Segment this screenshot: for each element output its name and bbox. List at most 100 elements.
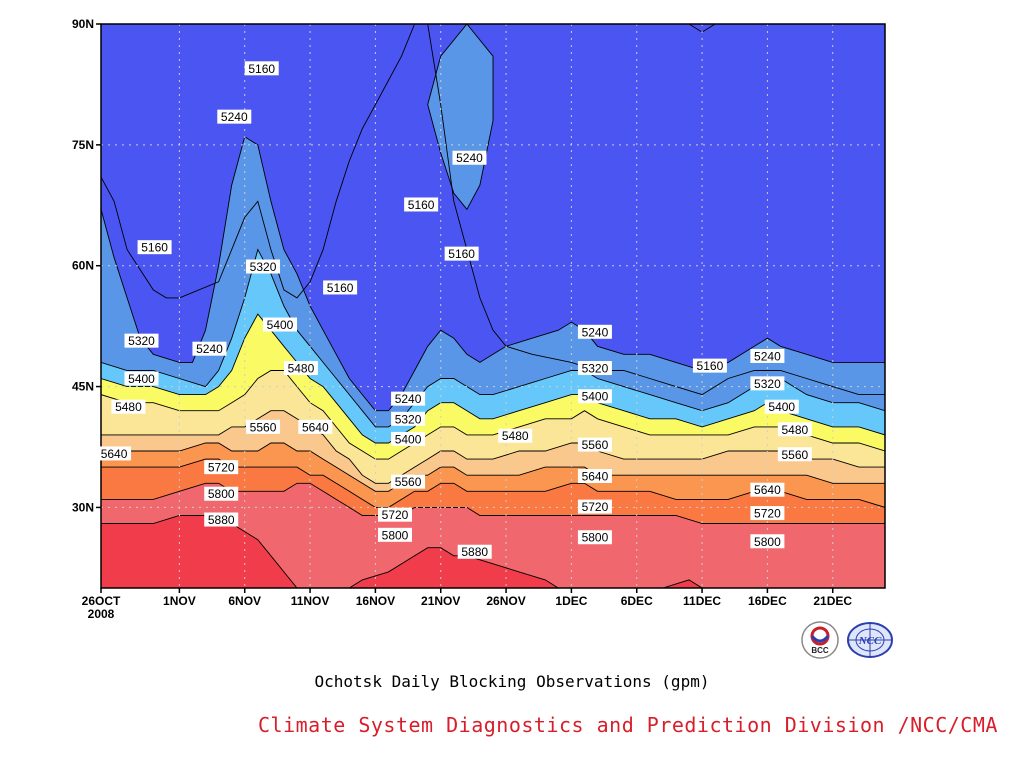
contour-label-text: 5880 xyxy=(208,513,235,527)
contour-label: 5480 xyxy=(498,428,533,443)
contour-label-box xyxy=(750,348,785,363)
x-tick-label: 6DEC xyxy=(621,594,653,608)
ncc-logo-icon: NCC xyxy=(846,620,894,660)
contour-label-text: 5560 xyxy=(250,420,277,434)
x-tick-label: 26OCT xyxy=(82,594,121,608)
x-tick-sublabel: 2008 xyxy=(88,607,115,621)
x-tick-label: 1NOV xyxy=(163,594,196,608)
contour-label: 5480 xyxy=(111,399,146,414)
contour-label-text: 5240 xyxy=(754,349,781,363)
contour-label-text: 5160 xyxy=(448,247,475,261)
contour-label-box xyxy=(111,399,146,414)
contour-label-text: 5320 xyxy=(128,334,155,348)
contour-label-box xyxy=(577,469,612,484)
contour-label: 5560 xyxy=(391,474,426,489)
contour-label-text: 5320 xyxy=(754,377,781,391)
y-tick-label: 45N xyxy=(72,380,94,394)
x-tick-label: 16DEC xyxy=(748,594,787,608)
contour-label-text: 5320 xyxy=(582,362,609,376)
contour-label-box xyxy=(217,109,252,124)
contour-label-box xyxy=(391,431,426,446)
contour-label-text: 5400 xyxy=(582,390,609,404)
contour-label: 5240 xyxy=(192,341,227,356)
contour-label-text: 5160 xyxy=(408,198,435,212)
x-tick-label: 11NOV xyxy=(291,594,330,608)
contour-label-text: 5400 xyxy=(128,372,155,386)
contour-label-text: 5800 xyxy=(382,528,409,542)
band-fill xyxy=(689,24,716,33)
contour-label: 5560 xyxy=(577,437,612,452)
contour-label: 5320 xyxy=(750,376,785,391)
contour-label-box xyxy=(246,419,281,434)
y-axis: 30N 45N 60N 75N 90N xyxy=(72,17,101,514)
contour-label-text: 5480 xyxy=(115,400,142,414)
contour-line xyxy=(427,24,494,211)
contour-label-text: 5800 xyxy=(754,535,781,549)
contour-label-box xyxy=(777,422,812,437)
contour-label: 5240 xyxy=(577,324,612,339)
contour-label: 5720 xyxy=(577,499,612,514)
contour-label: 5320 xyxy=(391,411,426,426)
contour-label-text: 5800 xyxy=(208,487,235,501)
contour-label: 5480 xyxy=(777,422,812,437)
contour-label-text: 5560 xyxy=(395,475,422,489)
contour-label: 5320 xyxy=(124,333,159,348)
contour-label-text: 5720 xyxy=(754,507,781,521)
y-tick-label: 30N xyxy=(72,500,94,514)
contour-label-box xyxy=(577,530,612,545)
contour-label-text: 5640 xyxy=(582,470,609,484)
contour-label: 5400 xyxy=(764,399,799,414)
x-tick-label: 26NOV xyxy=(486,594,525,608)
contour-label-box xyxy=(692,358,727,373)
bcc-logo-text: BCC xyxy=(811,646,829,655)
contour-labels: 5160 5240 5160 5320 5160 5400 5320 5240 5400 5480… xyxy=(97,61,812,559)
contour-label-text: 5880 xyxy=(461,545,488,559)
contour-label-box xyxy=(204,460,239,475)
contour-label: 5160 xyxy=(404,197,439,212)
contour-label: 5560 xyxy=(246,419,281,434)
contour-label: 5720 xyxy=(204,460,239,475)
band-fill xyxy=(101,483,885,588)
x-tick-label: 21DEC xyxy=(813,594,852,608)
x-tick-label: 1DEC xyxy=(555,594,587,608)
contour-label: 5160 xyxy=(692,358,727,373)
x-tick-label: 6NOV xyxy=(228,594,261,608)
bcc-logo-icon: BCC xyxy=(800,620,840,660)
contour-label-box xyxy=(124,371,159,386)
contour-label: 5400 xyxy=(124,371,159,386)
contour-label-box xyxy=(244,61,279,76)
contour-label-text: 5240 xyxy=(456,151,483,165)
contour-label-box xyxy=(97,446,132,461)
contour-label-box xyxy=(457,544,492,559)
y-tick-label: 75N xyxy=(72,138,94,152)
contour-label-box xyxy=(378,507,412,522)
contour-label-box xyxy=(204,512,239,527)
contour-label-box xyxy=(444,246,479,261)
contour-label-text: 5240 xyxy=(582,325,609,339)
band-fill xyxy=(662,579,703,588)
contour-label-box xyxy=(263,317,298,332)
contour-label-box xyxy=(750,534,785,549)
contour-label-box xyxy=(246,259,281,274)
contour-label-box xyxy=(283,361,318,376)
contour-label-box xyxy=(750,506,785,521)
contour-label: 5320 xyxy=(577,361,612,376)
contour-label-box xyxy=(577,499,612,514)
contour-label-text: 5400 xyxy=(768,400,795,414)
contour-line xyxy=(101,313,885,444)
x-tick-label: 21NOV xyxy=(421,594,460,608)
contour-label-text: 5640 xyxy=(302,420,329,434)
contour-line xyxy=(101,370,885,460)
contour-label-box xyxy=(750,376,785,391)
x-tick-label: 16NOV xyxy=(356,594,395,608)
contour-label-box xyxy=(137,240,172,255)
contour-label: 5240 xyxy=(750,348,785,363)
contour-label: 5720 xyxy=(378,507,412,522)
contour-line xyxy=(427,24,885,396)
contour-label: 5880 xyxy=(204,512,239,527)
contour-label-box xyxy=(577,324,612,339)
contour-label-text: 5160 xyxy=(141,241,168,255)
contour-line xyxy=(349,547,559,588)
contour-label-text: 5640 xyxy=(101,447,128,461)
